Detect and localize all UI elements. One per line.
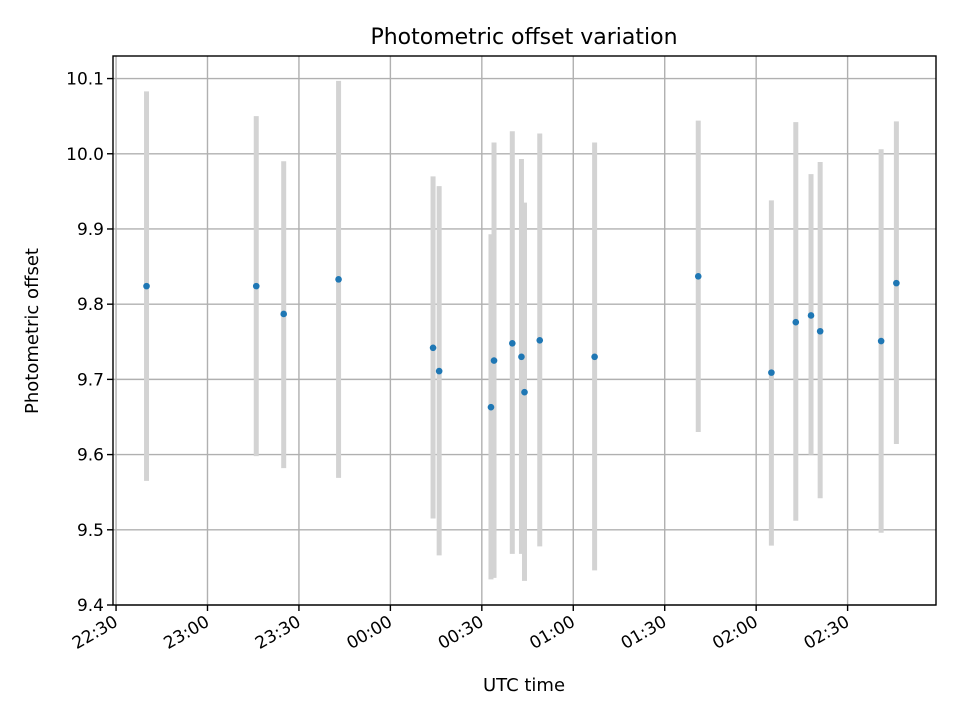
y-tick-label: 10.0 xyxy=(66,145,104,165)
y-tick-label: 9.9 xyxy=(77,220,104,240)
x-axis-label: UTC time xyxy=(483,675,565,696)
y-tick-label: 9.5 xyxy=(77,521,104,541)
chart-title: Photometric offset variation xyxy=(370,25,677,50)
data-point xyxy=(536,336,544,344)
data-point xyxy=(490,357,498,364)
data-point xyxy=(509,339,516,347)
data-point xyxy=(694,273,702,280)
y-tick-label: 9.6 xyxy=(77,446,104,466)
data-point xyxy=(768,369,775,376)
data-point xyxy=(252,282,260,290)
data-point xyxy=(792,318,800,326)
y-tick-label: 9.4 xyxy=(77,596,104,616)
point-layer xyxy=(143,273,900,411)
data-point xyxy=(143,282,150,290)
plot-frame xyxy=(112,55,937,606)
y-axis-label: Photometric offset xyxy=(22,248,43,414)
data-point xyxy=(521,388,528,396)
data-point xyxy=(280,310,287,318)
data-point xyxy=(877,337,885,345)
data-point xyxy=(816,327,824,335)
data-point xyxy=(518,353,525,361)
data-point xyxy=(487,403,495,411)
data-point xyxy=(429,344,437,352)
y-tick-label: 9.8 xyxy=(77,295,104,315)
data-point xyxy=(591,353,598,361)
data-point xyxy=(335,276,342,283)
y-tick-label: 9.7 xyxy=(77,370,104,390)
data-point xyxy=(435,367,443,375)
data-point xyxy=(807,312,815,319)
data-point xyxy=(893,279,900,287)
y-tick-label: 10.1 xyxy=(66,70,104,90)
